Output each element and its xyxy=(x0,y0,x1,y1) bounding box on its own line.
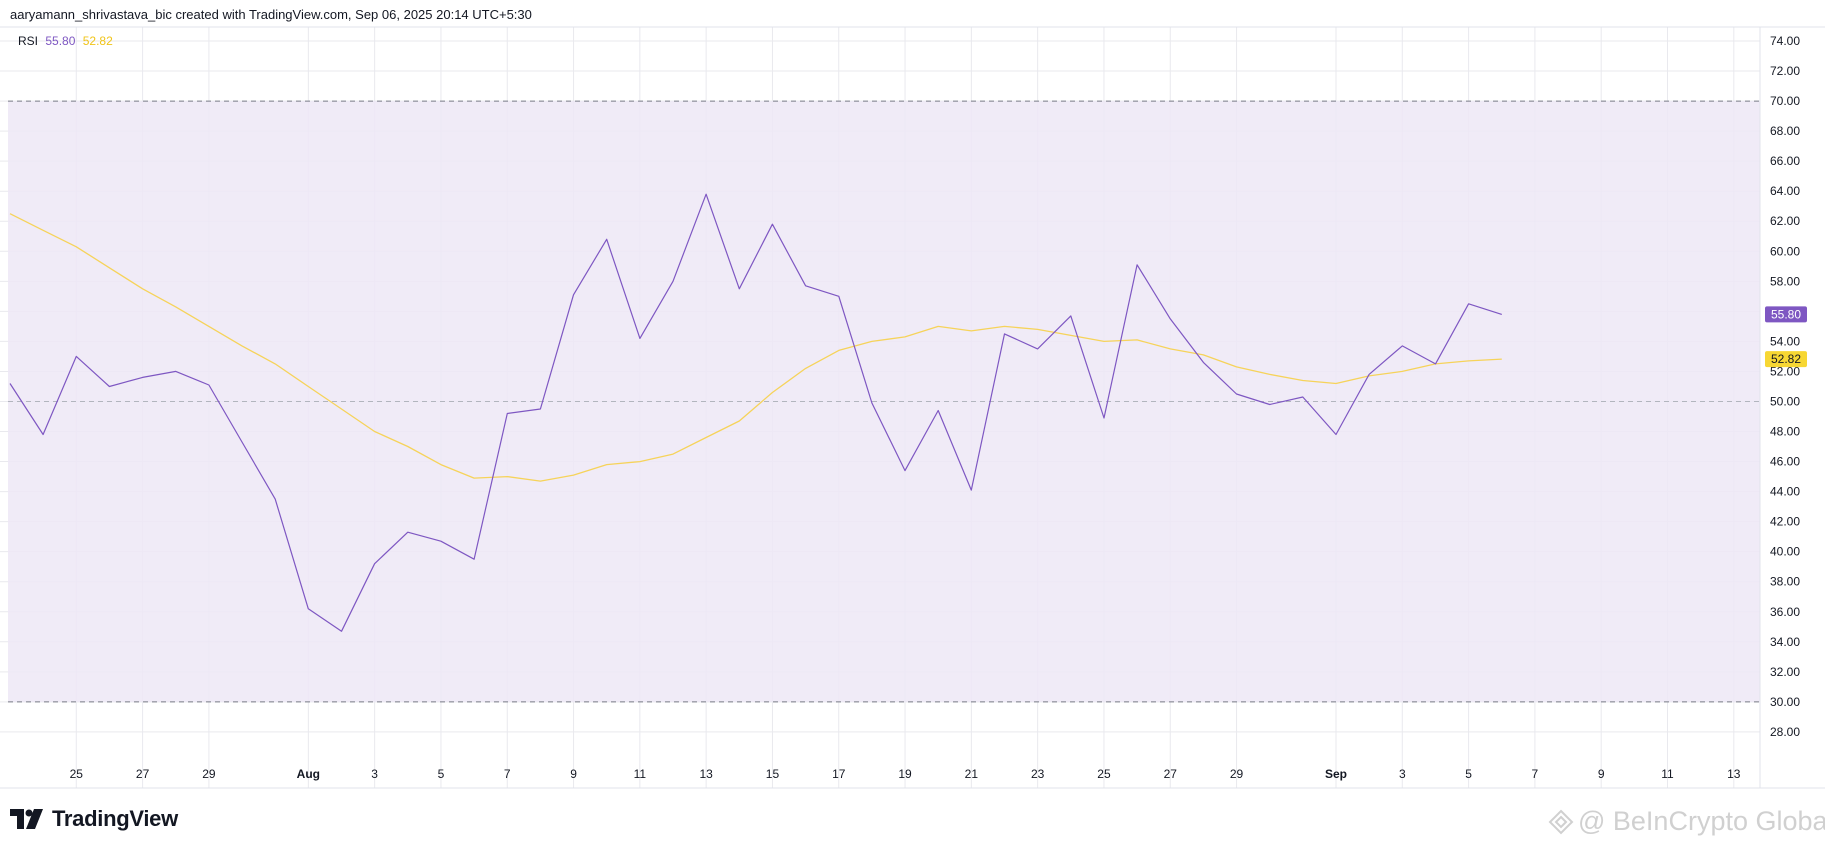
legend-indicator-name: RSI xyxy=(18,34,39,48)
x-tick-label: 5 xyxy=(1465,767,1472,781)
x-tick-label: 29 xyxy=(202,767,216,781)
x-tick-label: 5 xyxy=(438,767,445,781)
ma-series-line xyxy=(9,213,1502,482)
series-lines xyxy=(9,193,1502,632)
x-tick-label: 3 xyxy=(371,767,378,781)
y-tick-label: 46.00 xyxy=(1770,455,1800,469)
x-axis: 25 27 29 Aug 3 5 7 9 11 13 15 17 19 21 23 25 27 29 Sep 3 5 7 9… xyxy=(70,767,1741,781)
rsi-last-value-label: 55.80 xyxy=(1771,307,1801,321)
tradingview-logo-icon xyxy=(10,809,43,829)
x-tick-label: 7 xyxy=(1532,767,1539,781)
y-tick-label: 74.00 xyxy=(1770,34,1800,48)
rsi-band-lines xyxy=(8,100,1760,703)
x-tick-label: 25 xyxy=(70,767,84,781)
y-tick-label: 62.00 xyxy=(1770,214,1800,228)
y-tick-label: 64.00 xyxy=(1770,184,1800,198)
x-tick-label: 29 xyxy=(1230,767,1244,781)
y-tick-label: 30.00 xyxy=(1770,695,1800,709)
y-tick-label: 40.00 xyxy=(1770,545,1800,559)
rsi-last-value-label-bg xyxy=(1765,306,1807,323)
x-tick-label: 13 xyxy=(699,767,713,781)
y-tick-label: 52.00 xyxy=(1770,364,1800,378)
x-tick-label: 19 xyxy=(898,767,912,781)
x-tick-label: 25 xyxy=(1097,767,1111,781)
y-tick-label: 38.00 xyxy=(1770,575,1800,589)
y-tick-label: 32.00 xyxy=(1770,665,1800,679)
tradingview-logo-text: TradingView xyxy=(52,806,178,831)
beincrypto-watermark: @ BeInCrypto Global xyxy=(1548,806,1825,837)
y-tick-label: 60.00 xyxy=(1770,244,1800,258)
y-tick-label: 48.00 xyxy=(1770,425,1800,439)
y-tick-label: 70.00 xyxy=(1770,94,1800,108)
x-tick-label: 9 xyxy=(1598,767,1605,781)
y-tick-label: 72.00 xyxy=(1770,64,1800,78)
tradingview-logo[interactable]: TradingView xyxy=(10,806,178,832)
chart-header-credit: aaryamann_shrivastava_bic created with T… xyxy=(10,7,532,22)
y-tick-label: 58.00 xyxy=(1770,274,1800,288)
x-tick-label: Aug xyxy=(297,767,320,781)
x-tick-label: 27 xyxy=(136,767,150,781)
y-tick-label: 66.00 xyxy=(1770,154,1800,168)
y-tick-label: 54.00 xyxy=(1770,334,1800,348)
x-tick-label: 13 xyxy=(1727,767,1741,781)
ma-last-value-label-bg xyxy=(1765,351,1807,368)
x-tick-label: 7 xyxy=(504,767,511,781)
x-tick-label: 9 xyxy=(570,767,577,781)
y-tick-label: 44.00 xyxy=(1770,485,1800,499)
y-tick-label: 50.00 xyxy=(1770,394,1800,408)
beincrypto-logo-icon xyxy=(1548,809,1574,834)
x-tick-label: 15 xyxy=(766,767,780,781)
x-tick-label: 11 xyxy=(634,767,647,781)
rsi-series-line xyxy=(9,193,1502,632)
y-tick-label: 42.00 xyxy=(1770,515,1800,529)
y-tick-label: 68.00 xyxy=(1770,124,1800,138)
legend-ma-value: 52.82 xyxy=(82,34,113,48)
x-tick-label: 3 xyxy=(1399,767,1406,781)
watermark-text: @ BeInCrypto Global xyxy=(1578,806,1825,836)
x-tick-label: 23 xyxy=(1031,767,1045,781)
legend-rsi-value: 55.80 xyxy=(45,34,76,48)
y-axis: 74.00 72.00 70.00 68.00 66.00 64.00 62.00 60.00… xyxy=(1770,34,1800,739)
x-tick-label: 21 xyxy=(965,767,979,781)
y-tick-label: 28.00 xyxy=(1770,725,1800,739)
last-value-labels: 55.80 52.82 xyxy=(1765,306,1807,368)
x-tick-label: 11 xyxy=(1661,767,1674,781)
x-tick-label: Sep xyxy=(1325,767,1347,781)
x-tick-label: 17 xyxy=(832,767,846,781)
indicator-legend[interactable]: RSI 55.80 52.82 xyxy=(18,34,113,48)
y-tick-label: 34.00 xyxy=(1770,635,1800,649)
x-tick-label: 27 xyxy=(1164,767,1178,781)
ma-last-value-label: 52.82 xyxy=(1771,352,1801,366)
y-tick-label: 36.00 xyxy=(1770,605,1800,619)
